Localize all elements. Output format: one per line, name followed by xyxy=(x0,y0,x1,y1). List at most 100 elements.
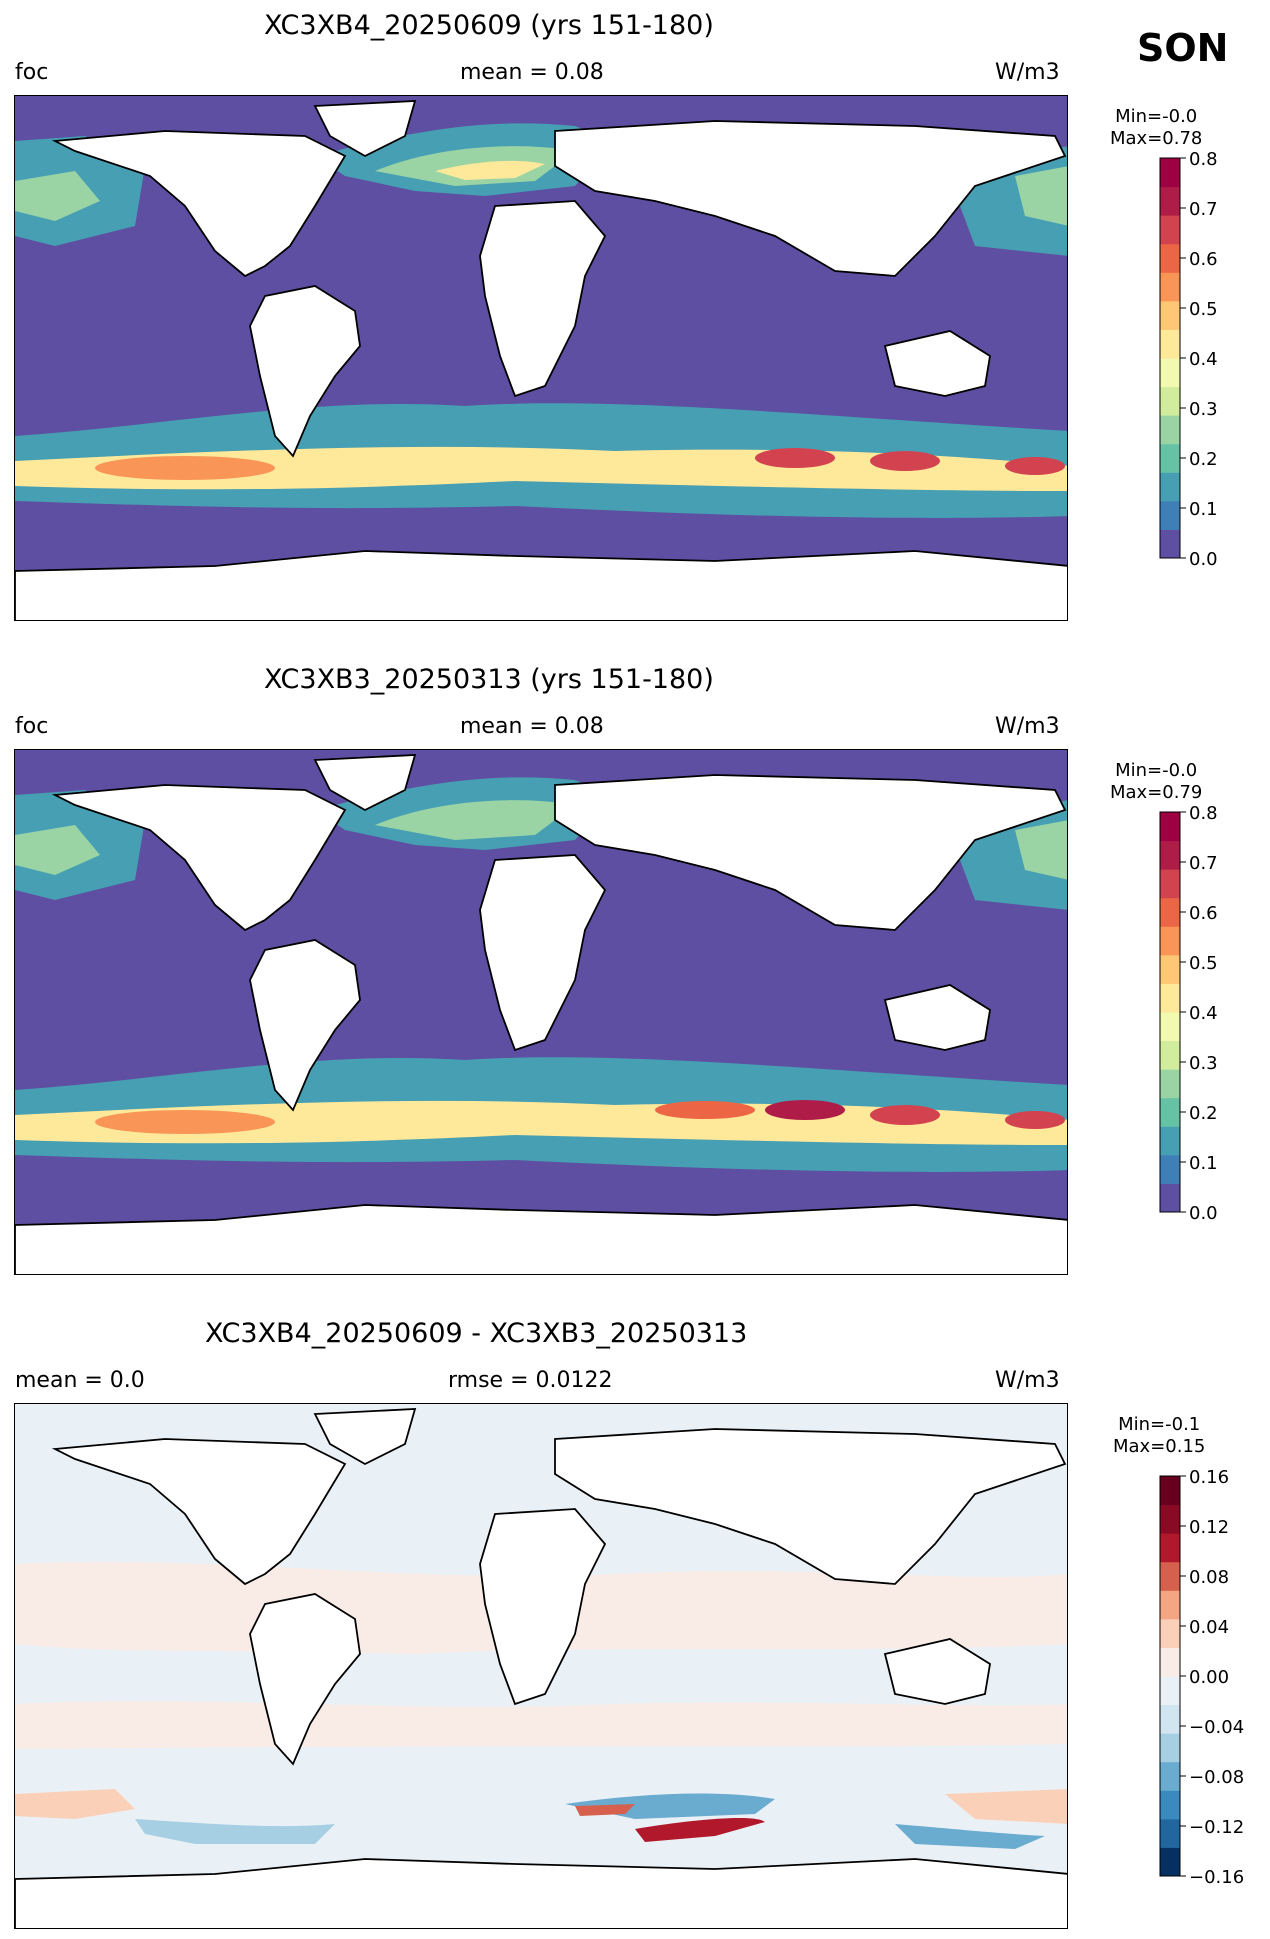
colorbar-tick-label: 0.4 xyxy=(1189,349,1218,370)
colorbar-tick-label: 0.3 xyxy=(1189,1053,1218,1074)
colorbar-segment xyxy=(1160,243,1180,273)
africa xyxy=(479,854,607,1052)
colorbar-tick-label: 0.5 xyxy=(1189,953,1218,974)
colorbar-segment xyxy=(1160,1533,1180,1563)
colorbar-segment xyxy=(1160,386,1180,416)
colorbar-tick-label: 0.6 xyxy=(1189,249,1218,270)
colorbar-segment xyxy=(1160,158,1180,188)
rmse-label: rmse = 0.0122 xyxy=(448,1368,613,1393)
south-america xyxy=(249,939,361,1112)
mean-label: mean = 0.08 xyxy=(460,60,604,85)
colorbar-segment xyxy=(1160,1676,1180,1706)
north-pacific-east-core xyxy=(1015,820,1067,880)
southern-ocean-peak xyxy=(1005,457,1065,475)
north-america xyxy=(51,784,347,932)
min-label: Min=-0.1 xyxy=(1118,1414,1201,1435)
max-label: Max=0.15 xyxy=(1113,1436,1206,1457)
colorbar-tick-label: 0.5 xyxy=(1189,299,1218,320)
max-label: Max=0.78 xyxy=(1110,128,1203,149)
colorbar-tick-label: 0.7 xyxy=(1189,853,1218,874)
colorbar-segment xyxy=(1160,1504,1180,1534)
colorbar: 0.0 0.1 0.2 0.3 0.4 0.5 0.6 0.7 0.8 xyxy=(1159,804,1218,1224)
colorbar-segment xyxy=(1160,186,1180,216)
difference-positive-peak xyxy=(575,1804,635,1816)
colorbar-segment xyxy=(1160,1847,1180,1877)
map-svg xyxy=(15,750,1067,1274)
colorbar-segment xyxy=(1160,272,1180,302)
colorbar-tick-label: −0.08 xyxy=(1189,1767,1244,1788)
colorbar-tick-label: 0.1 xyxy=(1189,1153,1218,1174)
max-label: Max=0.79 xyxy=(1110,782,1203,803)
min-max-box: Min=-0.1 Max=0.15 xyxy=(1113,1414,1205,1458)
southern-ocean-peak xyxy=(755,448,835,468)
colorbar-segment xyxy=(1160,1069,1180,1099)
map-experiment xyxy=(14,95,1068,621)
colorbar-tick-label: 0.4 xyxy=(1189,1003,1218,1024)
season-label: SON xyxy=(1137,26,1229,70)
colorbar-segment xyxy=(1160,1590,1180,1620)
colorbar-segment xyxy=(1160,1012,1180,1042)
eurasia xyxy=(554,1428,1067,1585)
colorbar-segment xyxy=(1160,897,1180,927)
colorbar-tick-label: 0.2 xyxy=(1189,449,1218,470)
greenland xyxy=(313,1408,417,1466)
variable-label: foc xyxy=(15,714,49,739)
colorbar-segment xyxy=(1160,300,1180,330)
antarctica xyxy=(15,1858,1067,1928)
colorbar-tick-label: 0.6 xyxy=(1189,903,1218,924)
colorbar-segment xyxy=(1160,1618,1180,1648)
colorbar-segment xyxy=(1160,869,1180,899)
colorbar-segment xyxy=(1160,1704,1180,1734)
southern-ocean-peak xyxy=(1005,1111,1065,1129)
colorbar-segment xyxy=(1160,1733,1180,1763)
panel-title: XC3XB3_20250313 (yrs 151-180) xyxy=(264,664,714,695)
colorbar-tick-label: 0.1 xyxy=(1189,499,1218,520)
units-label: W/m3 xyxy=(995,1368,1060,1393)
colorbar-segment xyxy=(1160,1476,1180,1506)
north-america xyxy=(51,130,347,278)
australia xyxy=(883,1638,991,1705)
colorbar-segment xyxy=(1160,812,1180,842)
colorbar-segment xyxy=(1160,1154,1180,1184)
south-america xyxy=(249,285,361,458)
north-pacific-west-core xyxy=(15,171,100,221)
colorbar-tick-label: 0.0 xyxy=(1189,1203,1218,1224)
colorbar-segment xyxy=(1160,1561,1180,1591)
north-america xyxy=(51,1438,347,1586)
colorbar-segment xyxy=(1160,215,1180,245)
colorbar-tick-label: 0.08 xyxy=(1189,1567,1229,1588)
map-svg xyxy=(15,96,1067,620)
colorbar-segment xyxy=(1160,1040,1180,1070)
southern-ocean-peak xyxy=(95,1110,275,1134)
south-america xyxy=(249,1593,361,1766)
colorbar-segment xyxy=(1160,1183,1180,1213)
min-max-box: Min=-0.0 Max=0.79 xyxy=(1110,760,1202,804)
greenland xyxy=(313,100,417,158)
min-label: Min=-0.0 xyxy=(1115,106,1198,127)
colorbar-tick-label: −0.12 xyxy=(1189,1817,1244,1838)
colorbar-segment xyxy=(1160,983,1180,1013)
units-label: W/m3 xyxy=(995,60,1060,85)
north-atlantic-core xyxy=(375,800,575,840)
colorbar-tick-label: 0.00 xyxy=(1189,1667,1229,1688)
colorbar-segment xyxy=(1160,443,1180,473)
colorbar-segment xyxy=(1160,1097,1180,1127)
colorbar-tick-label: 0.8 xyxy=(1189,150,1218,170)
difference-negative-patch xyxy=(135,1819,335,1844)
eurasia xyxy=(554,774,1067,931)
map-difference xyxy=(14,1403,1068,1929)
colorbar: 0.0 0.1 0.2 0.3 0.4 0.5 0.6 0.7 0.8 xyxy=(1159,150,1218,570)
southern-ocean-peak xyxy=(870,451,940,471)
eurasia xyxy=(554,120,1067,277)
greenland xyxy=(313,754,417,812)
australia xyxy=(883,330,991,397)
australia xyxy=(883,984,991,1051)
africa xyxy=(479,200,607,398)
colorbar-tick-label: −0.04 xyxy=(1189,1717,1244,1738)
colorbar-segment xyxy=(1160,472,1180,502)
southern-ocean-peak xyxy=(655,1101,755,1119)
southern-ocean-peak xyxy=(870,1105,940,1125)
mean-label: mean = 0.0 xyxy=(15,1368,145,1393)
colorbar-segment xyxy=(1160,1818,1180,1848)
colorbar-segment xyxy=(1160,1790,1180,1820)
